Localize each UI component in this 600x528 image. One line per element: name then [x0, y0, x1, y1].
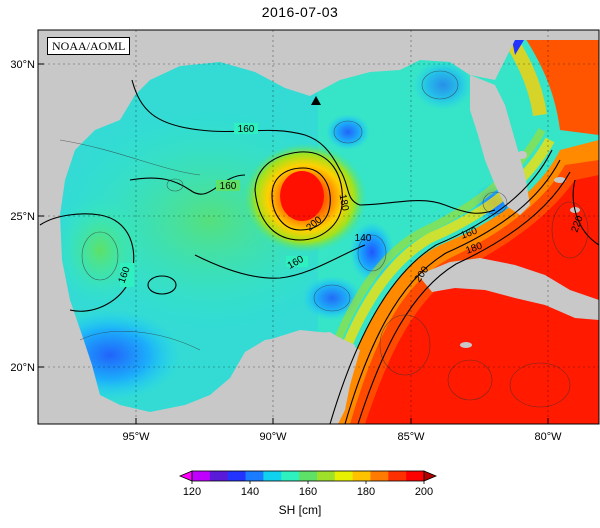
colorbar-swatch [388, 471, 407, 481]
colorbar-swatch [192, 471, 211, 481]
tick-marks [38, 63, 549, 424]
colorbar-tick-label: 200 [415, 486, 433, 498]
colorbar-swatch [281, 471, 300, 481]
contour-label: 160 [238, 124, 255, 135]
map-title: 2016-07-03 [261, 4, 339, 20]
map-field [38, 30, 599, 424]
credit-badge: NOAA/AOML [47, 37, 131, 55]
colorbar-swatch [352, 471, 371, 481]
lon-tick-label: 85°W [397, 431, 425, 443]
colorbar-high-arrow-icon [423, 470, 438, 482]
contours [39, 70, 599, 424]
colorbar-swatch [406, 471, 425, 481]
colorbar-swatch [209, 471, 229, 481]
map-frame [37, 29, 600, 425]
lon-tick-label: 80°W [534, 431, 562, 443]
colorbar-tick-labels: 120 140 160 180 200 [183, 486, 433, 498]
lon-labels: 95°W 90°W 85°W 80°W [122, 431, 562, 443]
colorbar-tick-label: 120 [183, 486, 201, 498]
colorbar-swatch [263, 471, 282, 481]
colorbar-swatch [316, 471, 336, 481]
colorbar-tick-label: 180 [357, 486, 375, 498]
lon-tick-label: 95°W [122, 431, 150, 443]
graticule [38, 30, 599, 424]
lat-tick-label: 20°N [10, 362, 35, 374]
lat-tick-label: 25°N [10, 211, 35, 223]
colorbar-tick-label: 140 [241, 486, 259, 498]
contour-label: 180 [337, 193, 351, 212]
colorbar-swatch [299, 471, 318, 481]
colorbar-swatch [334, 471, 354, 481]
contour-label: 160 [220, 181, 237, 192]
colorbar-unit-label: SH [cm] [278, 503, 322, 517]
lat-tick-label: 30°N [10, 59, 35, 71]
lat-labels: 20°N 25°N 30°N [10, 59, 35, 374]
contour-label: 140 [355, 233, 372, 244]
colorbar-swatch [370, 471, 389, 481]
colorbar-swatch [245, 471, 264, 481]
colorbar-tick-label: 160 [299, 486, 317, 498]
lon-tick-label: 90°W [259, 431, 287, 443]
colorbar-swatch [227, 471, 247, 481]
colorbar [178, 470, 438, 484]
station-triangle-icon [311, 96, 321, 105]
colorbar-low-arrow-icon [178, 470, 193, 482]
